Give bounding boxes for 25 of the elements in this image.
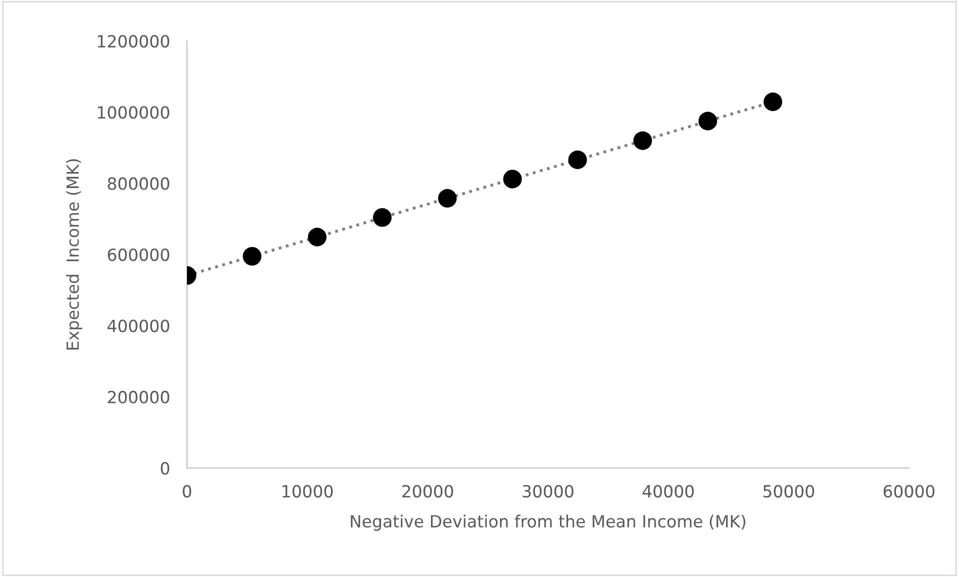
point xyxy=(503,170,522,188)
x-tick-label: 10000 xyxy=(282,484,333,498)
y-tick-label: 800000 xyxy=(108,177,170,190)
x-tick-label: 60000 xyxy=(884,484,934,498)
x-axis-title: Negative Deviation from the Mean Income (MK) xyxy=(350,514,746,531)
point xyxy=(308,228,327,246)
y-tick-label: 200000 xyxy=(108,390,170,404)
x-tick-label: 0 xyxy=(182,484,192,498)
point xyxy=(372,208,392,227)
y-axis-title: Expected Income (MK) xyxy=(66,159,82,350)
y-tick-label: 1200000 xyxy=(98,34,170,48)
x-tick-label: 50000 xyxy=(763,484,814,498)
point xyxy=(633,131,652,150)
x-tick-label: 40000 xyxy=(642,484,694,498)
point xyxy=(242,246,262,266)
y-tick-label: 600000 xyxy=(108,248,170,262)
point xyxy=(438,188,457,208)
y-tick-label: 400000 xyxy=(108,320,170,332)
y-tick-label: 0 xyxy=(160,462,170,475)
y-tick-label: 1000000 xyxy=(98,106,170,119)
point xyxy=(764,92,782,112)
point xyxy=(568,150,587,170)
point xyxy=(698,112,718,130)
x-tick-label: 30000 xyxy=(522,484,574,498)
x-tick-label: 20000 xyxy=(402,484,454,498)
